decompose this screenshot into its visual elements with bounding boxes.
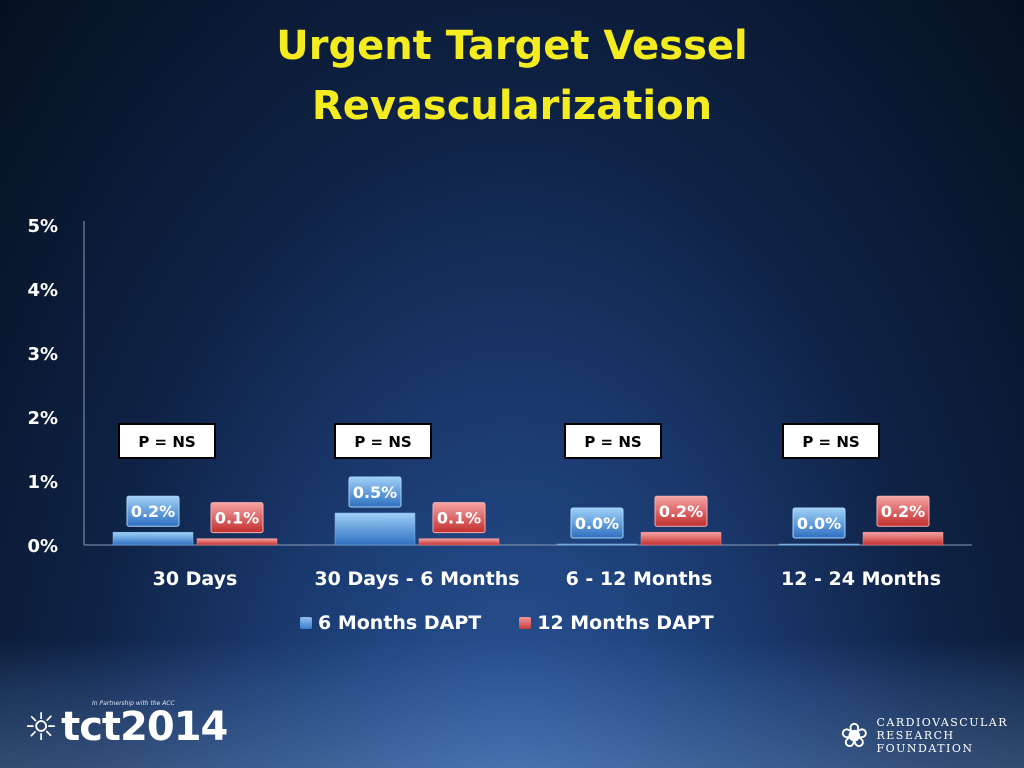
y-tick-label: 4% xyxy=(27,280,58,301)
crf-line-3: FOUNDATION xyxy=(876,742,974,755)
tct-logo-text: tct2014 xyxy=(61,704,228,750)
crf-swirl-icon: ❀ xyxy=(840,715,869,756)
bar-6-months xyxy=(778,543,860,546)
legend-item-6-months: 6 Months DAPT xyxy=(300,612,481,634)
p-value-label: P = NS xyxy=(584,433,641,451)
data-label: 0.1% xyxy=(437,509,481,528)
crf-logo-text: CARDIOVASCULAR RESEARCH FOUNDATION xyxy=(877,716,1009,755)
p-value-box xyxy=(118,423,216,459)
x-category-label: 12 - 24 Months xyxy=(781,568,941,590)
x-category-label: 30 Days - 6 Months xyxy=(314,568,519,590)
data-label: 0.2% xyxy=(131,502,175,521)
tct-partnership-text: In Partnership with the ACC xyxy=(92,700,175,707)
bar-12-months xyxy=(862,531,944,546)
data-label-box xyxy=(432,502,486,534)
y-tick-label: 3% xyxy=(27,344,58,365)
bar-6-months xyxy=(112,531,194,546)
p-value-box xyxy=(334,423,432,459)
crf-logo: ❀ CARDIOVASCULAR RESEARCH FOUNDATION xyxy=(840,716,1008,755)
data-label-box xyxy=(126,495,180,527)
crf-line-1: CARDIOVASCULAR xyxy=(876,716,1009,729)
data-label-box xyxy=(210,502,264,534)
bar-6-months xyxy=(334,512,416,546)
data-label: 0.2% xyxy=(659,502,703,521)
data-label: 0.1% xyxy=(215,509,259,528)
p-value-box xyxy=(782,423,880,459)
p-value-box xyxy=(564,423,662,459)
data-label: 0.5% xyxy=(353,483,397,502)
data-label-box xyxy=(792,507,846,539)
y-tick-label: 5% xyxy=(27,216,58,237)
p-value-label: P = NS xyxy=(138,433,195,451)
chart-legend: 6 Months DAPT 12 Months DAPT xyxy=(300,612,714,634)
bar-12-months xyxy=(196,538,278,546)
page-title: Urgent Target Vessel Revascularization xyxy=(0,16,1024,136)
legend-label-6-months: 6 Months DAPT xyxy=(318,612,482,634)
background-band xyxy=(0,638,1024,768)
y-tick-label: 1% xyxy=(27,472,58,493)
bar-12-months xyxy=(418,538,500,546)
bar-12-months xyxy=(640,531,722,546)
x-category-label: 30 Days xyxy=(153,568,238,590)
data-label: 0.0% xyxy=(797,514,841,533)
data-label-box xyxy=(654,495,708,527)
title-line-2: Revascularization xyxy=(311,83,713,129)
data-label-box xyxy=(876,495,930,527)
p-value-label: P = NS xyxy=(802,433,859,451)
tct-logo: ☼ tct2014 xyxy=(24,704,228,750)
y-tick-label: 2% xyxy=(27,408,58,429)
tct-swirl-icon: ☼ xyxy=(24,705,58,749)
data-label: 0.2% xyxy=(881,502,925,521)
crf-line-2: RESEARCH xyxy=(876,729,955,742)
data-label: 0.0% xyxy=(575,514,619,533)
title-line-1: Urgent Target Vessel xyxy=(276,23,748,69)
data-label-box xyxy=(348,476,402,508)
x-category-label: 6 - 12 Months xyxy=(566,568,713,590)
data-label-box xyxy=(570,507,624,539)
legend-item-12-months: 12 Months DAPT xyxy=(519,612,714,634)
legend-swatch-red xyxy=(519,617,532,629)
legend-label-12-months: 12 Months DAPT xyxy=(537,612,714,634)
legend-swatch-blue xyxy=(300,617,312,629)
p-value-label: P = NS xyxy=(354,433,411,451)
bar-6-months xyxy=(556,543,638,546)
y-tick-label: 0% xyxy=(27,536,58,557)
